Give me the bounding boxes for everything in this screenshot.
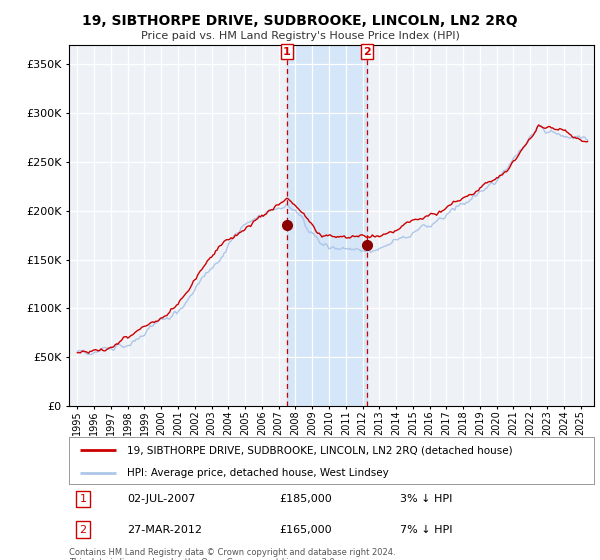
Text: 19, SIBTHORPE DRIVE, SUDBROOKE, LINCOLN, LN2 2RQ: 19, SIBTHORPE DRIVE, SUDBROOKE, LINCOLN,… <box>82 14 518 28</box>
Text: £165,000: £165,000 <box>279 525 332 535</box>
Text: 1: 1 <box>283 46 291 57</box>
Text: HPI: Average price, detached house, West Lindsey: HPI: Average price, detached house, West… <box>127 468 389 478</box>
Bar <box>287 45 367 406</box>
Text: 27-MAR-2012: 27-MAR-2012 <box>127 525 202 535</box>
Text: 1: 1 <box>79 494 86 504</box>
Text: Contains HM Land Registry data © Crown copyright and database right 2024.
This d: Contains HM Land Registry data © Crown c… <box>69 548 395 560</box>
Text: Price paid vs. HM Land Registry's House Price Index (HPI): Price paid vs. HM Land Registry's House … <box>140 31 460 41</box>
Text: 3% ↓ HPI: 3% ↓ HPI <box>400 494 452 504</box>
Text: 02-JUL-2007: 02-JUL-2007 <box>127 494 195 504</box>
Text: 2: 2 <box>79 525 86 535</box>
Text: 2: 2 <box>363 46 371 57</box>
Text: £185,000: £185,000 <box>279 494 332 504</box>
Text: 7% ↓ HPI: 7% ↓ HPI <box>400 525 452 535</box>
Text: 19, SIBTHORPE DRIVE, SUDBROOKE, LINCOLN, LN2 2RQ (detached house): 19, SIBTHORPE DRIVE, SUDBROOKE, LINCOLN,… <box>127 445 512 455</box>
